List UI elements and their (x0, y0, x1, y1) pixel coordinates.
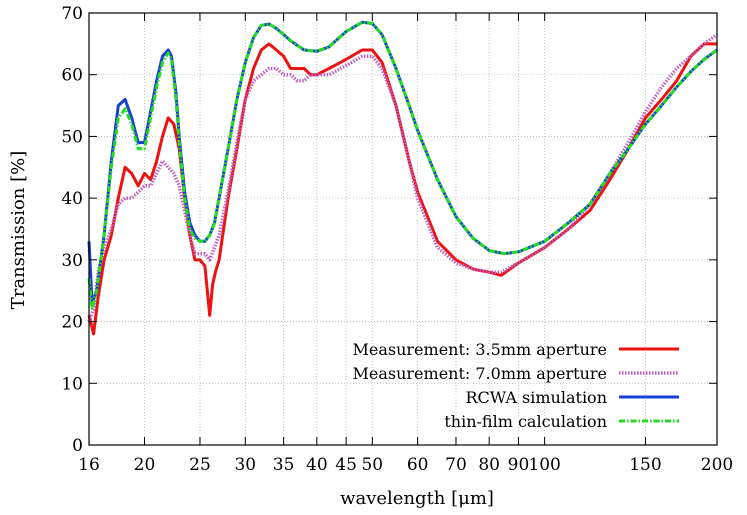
x-tick-label: 16 (78, 455, 100, 475)
legend: Measurement: 3.5mm aperture Measurement: … (353, 340, 679, 431)
y-tick-label: 30 (61, 251, 83, 271)
x-tick-label: 30 (234, 455, 256, 475)
y-tick-label: 40 (61, 189, 83, 209)
y-tick-label: 0 (72, 436, 83, 456)
y-tick-label: 70 (61, 4, 83, 24)
legend-label: Measurement: 3.5mm aperture (353, 340, 608, 359)
x-tick-label: 80 (478, 455, 500, 475)
axis-ticks (88, 12, 718, 446)
legend-label: Measurement: 7.0mm aperture (353, 364, 608, 383)
plot-frame (88, 12, 718, 446)
legend-label: thin-film calculation (444, 412, 607, 431)
legend-label: RCWA simulation (465, 388, 607, 407)
y-tick-label: 10 (61, 374, 83, 394)
x-tick-label: 45 (335, 455, 357, 475)
x-tick-label: 60 (407, 455, 429, 475)
x-axis-label: wavelength [μm] (340, 488, 494, 509)
y-tick-label: 20 (61, 313, 83, 333)
x-tick-label: 150 (629, 455, 661, 475)
series-line-2 (87, 20, 718, 305)
x-tick-label: 20 (134, 455, 156, 475)
series-line-0 (87, 42, 717, 336)
x-tick-label: 35 (273, 455, 295, 475)
x-tick-label: 40 (306, 455, 328, 475)
series-line-3 (87, 20, 718, 311)
series-layer (87, 20, 719, 336)
x-tick-label: 25 (189, 455, 211, 475)
grid (89, 13, 717, 445)
y-axis-label: Transmission [%] (8, 151, 29, 310)
x-tick-label: 90 (508, 455, 530, 475)
x-tick-label: 100 (528, 455, 560, 475)
x-tick-label: 70 (445, 455, 467, 475)
y-tick-label: 60 (61, 66, 83, 86)
series-line-1 (87, 33, 719, 323)
y-tick-label: 50 (61, 127, 83, 147)
x-tick-label: 200 (701, 455, 733, 475)
x-tick-label: 50 (361, 455, 383, 475)
